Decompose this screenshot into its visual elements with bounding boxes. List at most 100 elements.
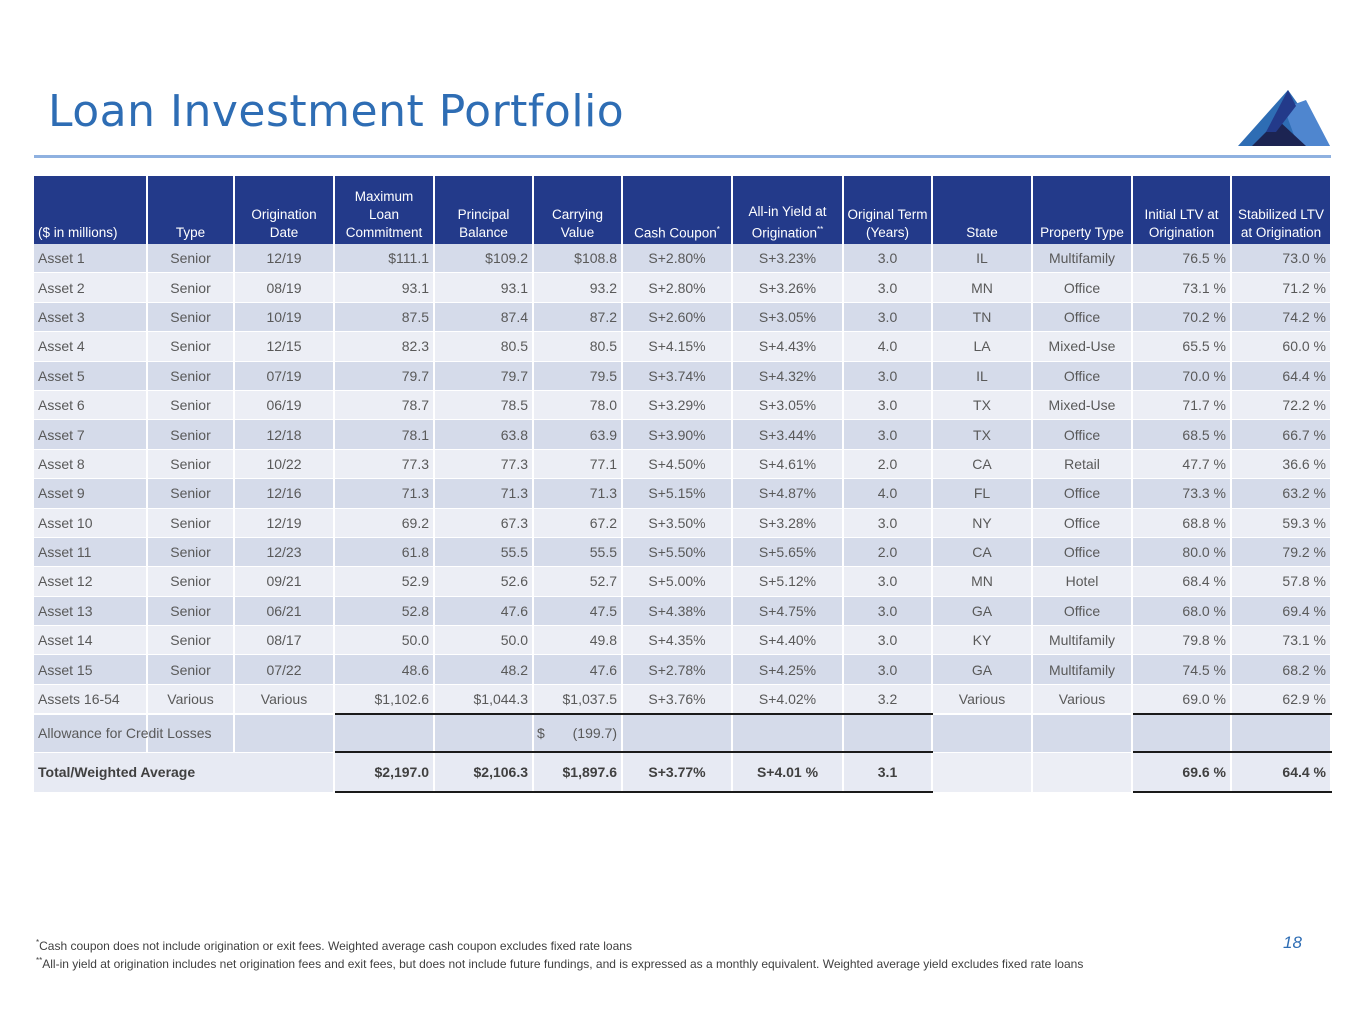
asset-name: Asset 15	[34, 654, 148, 685]
asset-name: Asset 11	[34, 537, 148, 568]
asset-name: Asset 1	[34, 244, 148, 274]
original-term: 3.0	[843, 566, 933, 597]
carrying-value: 79.5	[533, 361, 623, 391]
principal-balance: 80.5	[434, 331, 534, 362]
carrying-value: 47.5	[533, 596, 623, 627]
table-row: Asset 6 Senior 06/19 78.7 78.5 78.0 S+3.29% S+3…	[34, 390, 1332, 421]
asset-name: Asset 3	[34, 302, 148, 333]
stabilized-ltv: 79.2 %	[1231, 537, 1332, 568]
asset-name: Asset 7	[34, 419, 148, 450]
state: KY	[932, 625, 1033, 656]
principal-balance: 47.6	[434, 596, 534, 627]
initial-ltv: 68.4 %	[1132, 566, 1232, 597]
loan-type: Senior	[147, 537, 235, 568]
state: GA	[932, 654, 1033, 685]
stabilized-ltv: 59.3 %	[1231, 508, 1332, 538]
loan-type: Senior	[147, 361, 235, 391]
footnote-2: **All-in yield at origination includes n…	[36, 956, 1083, 971]
state: CA	[932, 537, 1033, 568]
cash-coupon: S+3.29%	[622, 390, 733, 421]
principal-balance: 93.1	[434, 272, 534, 303]
carrying-value: $1,037.5	[533, 684, 623, 716]
allowance-row: Allowance for Credit Losses $ (199.7)	[34, 714, 1332, 754]
property-type: Multifamily	[1032, 625, 1133, 656]
asset-name: Asset 9	[34, 478, 148, 509]
max-commitment: 87.5	[334, 302, 435, 333]
principal-balance: 71.3	[434, 478, 534, 509]
max-commitment: 93.1	[334, 272, 435, 303]
allin-yield: S+3.05%	[732, 302, 844, 333]
max-commitment: 50.0	[334, 625, 435, 656]
footnote-marker: **	[36, 956, 43, 965]
currency-symbol: $	[537, 724, 545, 741]
max-commitment: $1,102.6	[334, 684, 435, 716]
table-row: Asset 8 Senior 10/22 77.3 77.3 77.1 S+4.50% S+4…	[34, 449, 1332, 480]
loan-type: Senior	[147, 508, 235, 538]
allowance-label: Allowance for Credit Losses	[34, 714, 212, 753]
original-term: 3.0	[843, 508, 933, 538]
origination-date: 10/19	[234, 302, 335, 333]
cash-coupon: S+3.90%	[622, 419, 733, 450]
loan-type: Senior	[147, 625, 235, 656]
max-commitment: $111.1	[334, 244, 435, 274]
empty-cell	[147, 714, 235, 753]
total-term: 3.1	[843, 752, 933, 794]
loan-type: Senior	[147, 302, 235, 333]
property-type: Office	[1032, 537, 1133, 568]
origination-date: 12/23	[234, 537, 335, 568]
stabilized-ltv: 73.0 %	[1231, 244, 1332, 274]
stabilized-ltv: 63.2 %	[1231, 478, 1332, 509]
principal-balance: 67.3	[434, 508, 534, 538]
max-commitment: 52.8	[334, 596, 435, 627]
empty-cell	[732, 714, 844, 754]
principal-balance: 48.2	[434, 654, 534, 685]
cash-coupon: S+4.35%	[622, 625, 733, 656]
origination-date: 08/19	[234, 272, 335, 303]
table-header-row: ($ in millions) Type Origination Date Ma…	[34, 176, 1332, 244]
total-allin-yield: S+4.01 %	[732, 752, 844, 794]
cash-coupon: S+4.50%	[622, 449, 733, 480]
origination-date: 07/19	[234, 361, 335, 391]
table-row: Asset 14 Senior 08/17 50.0 50.0 49.8 S+4.35% S+…	[34, 625, 1332, 656]
empty-cell	[1032, 752, 1133, 793]
property-type: Office	[1032, 508, 1133, 538]
carrying-value: 55.5	[533, 537, 623, 568]
loan-type: Senior	[147, 449, 235, 480]
table-row: Asset 15 Senior 07/22 48.6 48.2 47.6 S+2.78% S+…	[34, 654, 1332, 685]
initial-ltv: 71.7 %	[1132, 390, 1232, 421]
title-divider	[34, 155, 1331, 158]
allin-yield: S+3.44%	[732, 419, 844, 450]
cash-coupon: S+5.15%	[622, 478, 733, 509]
allin-yield: S+4.75%	[732, 596, 844, 627]
table-row: Asset 9 Senior 12/16 71.3 71.3 71.3 S+5.15% S+4…	[34, 478, 1332, 509]
allowance-value: (199.7)	[572, 724, 617, 741]
allin-yield: S+3.05%	[732, 390, 844, 421]
property-type: Mixed-Use	[1032, 390, 1133, 421]
total-initial-ltv: 69.6 %	[1132, 752, 1232, 794]
empty-cell	[622, 714, 733, 754]
stabilized-ltv: 74.2 %	[1231, 302, 1332, 333]
allin-yield: S+3.23%	[732, 244, 844, 274]
initial-ltv: 73.1 %	[1132, 272, 1232, 303]
stabilized-ltv: 73.1 %	[1231, 625, 1332, 656]
allin-yield: S+4.87%	[732, 478, 844, 509]
max-commitment: 78.1	[334, 419, 435, 450]
allin-yield: S+5.12%	[732, 566, 844, 597]
column-header: Initial LTV at Origination	[1132, 176, 1232, 244]
state: LA	[932, 331, 1033, 362]
origination-date: 12/16	[234, 478, 335, 509]
cash-coupon: S+5.50%	[622, 537, 733, 568]
origination-date: 10/22	[234, 449, 335, 480]
loan-type: Senior	[147, 331, 235, 362]
origination-date: 06/19	[234, 390, 335, 421]
carrying-value: 47.6	[533, 654, 623, 685]
allin-yield: S+4.32%	[732, 361, 844, 391]
loan-type: Senior	[147, 596, 235, 627]
initial-ltv: 73.3 %	[1132, 478, 1232, 509]
property-type: Office	[1032, 361, 1133, 391]
initial-ltv: 74.5 %	[1132, 654, 1232, 685]
stabilized-ltv: 71.2 %	[1231, 272, 1332, 303]
loan-type: Senior	[147, 272, 235, 303]
origination-date: 07/22	[234, 654, 335, 685]
state: GA	[932, 596, 1033, 627]
